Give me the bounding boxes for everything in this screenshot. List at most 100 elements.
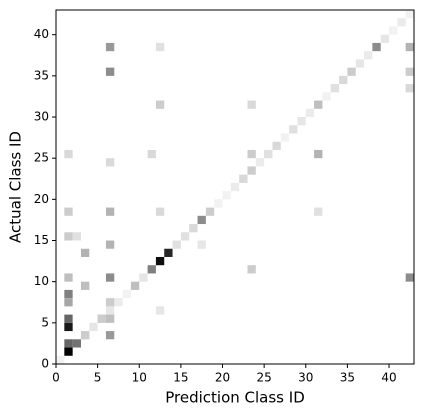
heatmap-cell [405,67,414,76]
heatmap-cell [189,224,198,233]
x-tick-label: 5 [94,371,102,385]
heatmap-cell [272,141,281,150]
heatmap-cell [105,314,115,323]
heatmap-cell [197,240,206,249]
heatmap-cell [97,314,106,323]
heatmap-cell [155,100,165,109]
y-tick-label: 25 [34,151,49,165]
y-tick-label: 40 [34,27,49,41]
x-axis-title: Prediction Class ID [165,389,305,407]
heatmap-cell [247,265,256,274]
heatmap-cell [64,314,73,323]
heatmap-cell [405,10,414,19]
x-tick-label: 40 [381,371,396,385]
y-tick-label: 15 [34,233,49,247]
heatmap-cell [314,207,323,216]
heatmap-cell [105,306,115,315]
heatmap-cell [172,240,181,249]
heatmap-cell [147,265,156,274]
heatmap-cell [122,289,131,299]
y-tick-label: 35 [34,68,49,82]
heatmap-cell [155,207,165,216]
heatmap-cell [72,232,81,241]
heatmap-cell [64,207,73,216]
heatmap-cell [405,42,414,52]
y-axis-title: Actual Class ID [7,131,25,243]
heatmap-cell [64,347,73,356]
heatmap-cell [339,75,348,85]
heatmap-cell [322,92,331,101]
heatmap-cell [56,355,65,364]
heatmap-cell [64,322,73,332]
heatmap-cell [389,26,398,35]
heatmap-cell [239,174,248,183]
heatmap-cell [347,67,356,76]
heatmap-cell [372,42,381,52]
heatmap-cell [247,100,256,109]
heatmap-cell [64,289,73,299]
y-tick-label: 20 [34,192,49,206]
heatmap-cell [105,273,115,282]
x-tick-label: 0 [52,371,60,385]
heatmap-cell [164,248,173,257]
heatmap-cell [72,339,81,348]
heatmap-cell [64,149,73,159]
heatmap-cell [80,248,90,257]
heatmap-cell [355,59,365,68]
heatmap-cell [105,298,115,307]
heatmap-cell [105,158,115,167]
y-tick-label: 5 [41,315,49,329]
heatmap-cell [222,191,231,200]
heatmap-cell [105,42,115,52]
y-tick-label: 10 [34,274,49,288]
heatmap-cell [289,125,298,134]
plot-frame [55,9,415,365]
heatmap-cell [314,149,323,159]
heatmap-cell [305,108,315,118]
heatmap-cell [297,117,306,126]
heatmap-cell [255,158,265,167]
heatmap-cell [114,298,123,307]
heatmap-cell [247,149,256,159]
y-tick-label: 0 [41,357,49,371]
heatmap-cell [364,51,373,60]
heatmap-cells [56,10,414,364]
heatmap-cell [397,18,406,27]
heatmap-cell [155,256,165,266]
heatmap-cell [89,322,98,332]
heatmap-cell [197,215,206,225]
heatmap-cell [155,306,165,315]
heatmap-cell [314,100,323,109]
heatmap-cell [405,273,414,282]
x-tick-label: 35 [340,371,355,385]
x-tick-label: 25 [256,371,271,385]
heatmap-cell [205,207,215,216]
heatmap-cell [147,149,156,159]
heatmap-cell [214,199,223,208]
heatmap-cell [280,133,290,142]
heatmap-cell [105,331,115,340]
heatmap-cell [64,232,73,241]
heatmap-cell [105,240,115,249]
heatmap-cell [380,34,390,43]
x-tick-label: 30 [298,371,313,385]
heatmap-cell [64,298,73,307]
heatmap-cell [105,207,115,216]
heatmap-cell [105,67,115,76]
x-tick-label: 10 [132,371,147,385]
heatmap-cell [264,149,273,159]
heatmap-cell [247,166,256,175]
heatmap-cell [80,331,90,340]
heatmap-cell [64,273,73,282]
heatmap-cell [180,232,190,241]
x-tick-label: 20 [215,371,230,385]
heatmap-cell [64,339,73,348]
heatmap-cell [139,273,148,282]
heatmap-cell [155,42,165,52]
heatmap-cell [80,281,90,290]
y-tick-label: 30 [34,110,49,124]
heatmap-cell [230,182,240,192]
heatmap-cell [130,281,140,290]
heatmap-cell [405,84,414,93]
